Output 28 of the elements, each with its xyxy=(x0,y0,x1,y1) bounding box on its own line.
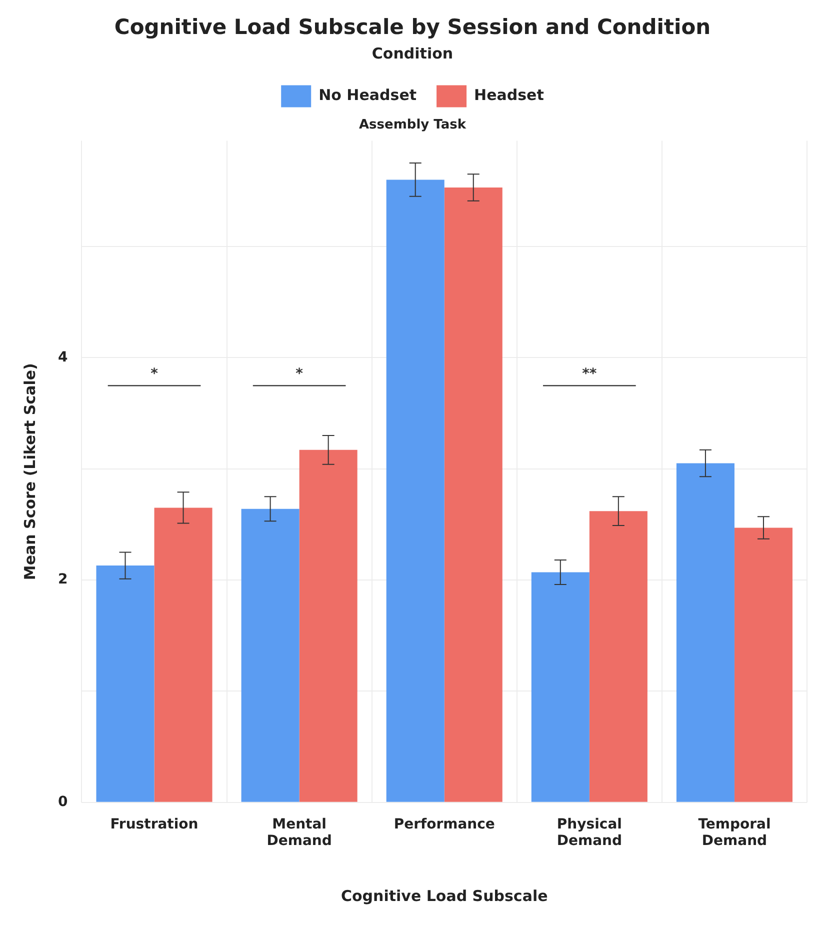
annotation: * xyxy=(150,366,159,382)
bar xyxy=(154,508,212,802)
y-tick-label: 4 xyxy=(58,349,68,366)
chart-subtitle: Assembly Task xyxy=(358,117,466,132)
x-tick-label: Physical Demand xyxy=(556,816,622,850)
legend-label: Headset xyxy=(474,86,544,104)
x-tick-label: Frustration xyxy=(110,816,198,832)
legend-title: Condition xyxy=(372,44,454,63)
chart-title: Cognitive Load Subscale by Session and Condition xyxy=(114,15,711,40)
bar xyxy=(96,566,154,802)
x-axis-title: Cognitive Load Subscale xyxy=(340,886,548,905)
y-axis-title: Mean Score (Likert Scale) xyxy=(20,363,39,580)
y-tick-label: 0 xyxy=(58,794,68,810)
bar xyxy=(444,188,502,802)
bar xyxy=(531,572,590,802)
x-tick-label: Mental Demand xyxy=(266,816,332,850)
legend-label: No Headset xyxy=(318,86,417,104)
y-tick-label: 2 xyxy=(58,572,68,588)
bar xyxy=(241,508,300,802)
x-tick-label: Temporal Demand xyxy=(698,816,771,850)
bar xyxy=(734,528,792,802)
bar xyxy=(299,450,358,802)
bar xyxy=(589,511,648,802)
x-tick-label: Performance xyxy=(394,816,495,832)
annotation: * xyxy=(296,366,304,382)
bar xyxy=(386,180,444,802)
annotation: ** xyxy=(582,366,598,382)
bar xyxy=(676,463,734,802)
